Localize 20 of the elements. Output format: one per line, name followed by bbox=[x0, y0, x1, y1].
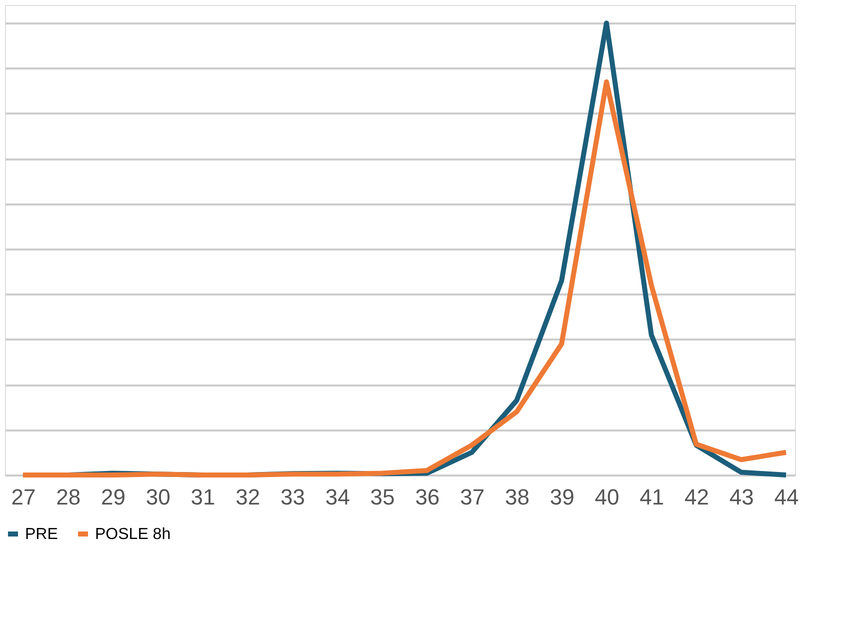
x-tick-label: 40 bbox=[594, 484, 620, 510]
x-tick-label: 42 bbox=[684, 484, 709, 510]
x-tick-label: 41 bbox=[640, 484, 664, 510]
x-tick-label: 28 bbox=[56, 484, 81, 510]
x-tick-label: 38 bbox=[504, 484, 530, 510]
legend-label: POSLE 8h bbox=[95, 526, 171, 543]
x-tick-label: 29 bbox=[100, 484, 126, 510]
x-tick-label: 43 bbox=[729, 484, 754, 510]
x-tick-label: 44 bbox=[774, 484, 799, 510]
x-tick-label: 32 bbox=[236, 484, 260, 510]
x-tick-label: 27 bbox=[11, 484, 36, 510]
x-tick-label: 34 bbox=[325, 484, 350, 510]
x-tick-label: 30 bbox=[146, 484, 170, 510]
x-tick-label: 36 bbox=[415, 484, 440, 510]
x-tick-label: 33 bbox=[280, 484, 306, 510]
x-tick-label: 39 bbox=[550, 484, 574, 510]
x-tick-label: 37 bbox=[460, 484, 485, 510]
legend-label: PRE bbox=[25, 526, 58, 543]
x-tick-label: 35 bbox=[370, 484, 395, 510]
x-tick-label: 31 bbox=[190, 484, 216, 510]
